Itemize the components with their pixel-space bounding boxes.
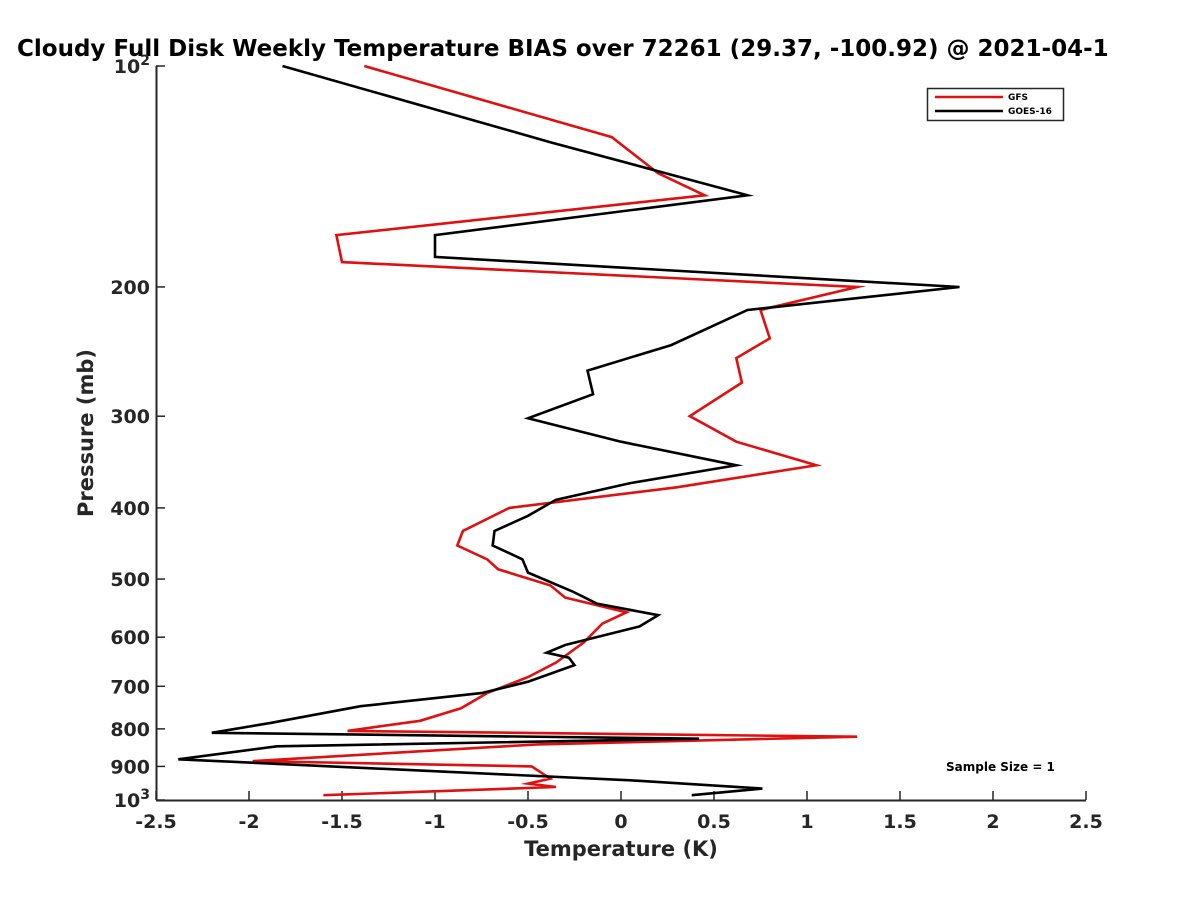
y-tick-label: 900 bbox=[110, 756, 150, 778]
x-tick-label: -1.5 bbox=[321, 811, 363, 833]
y-tick-label: 700 bbox=[110, 676, 150, 698]
y-axis-ticks: 102 200 300 400 500 600 700 800 900 103 bbox=[110, 53, 165, 812]
y-axis-label: Pressure (mb) bbox=[74, 349, 98, 517]
y-tick-label: 400 bbox=[110, 498, 150, 520]
series-line-gfs bbox=[252, 64, 867, 797]
x-axis-label: Temperature (K) bbox=[524, 837, 718, 861]
x-tick-label: 1 bbox=[800, 811, 813, 833]
x-tick-label: -1 bbox=[424, 811, 445, 833]
chart-title: Cloudy Full Disk Weekly Temperature BIAS… bbox=[17, 36, 1109, 62]
y-tick-label: 102 bbox=[114, 53, 150, 78]
legend: GFS GOES-16 bbox=[926, 87, 1065, 122]
legend-label-gfs: GFS bbox=[1008, 93, 1028, 103]
y-tick-label: 103 bbox=[114, 787, 150, 812]
x-tick-label: 0 bbox=[614, 811, 627, 833]
series-line-goes-16 bbox=[178, 64, 960, 797]
series-lines bbox=[178, 64, 960, 797]
plot-area: -2.5 -2 -1.5 -1 -0.5 0 0.5 1 1.5 2 2.5 102 200 300 40… bbox=[110, 53, 1103, 833]
y-tick-label: 800 bbox=[110, 719, 150, 741]
sample-size-annotation: Sample Size = 1 bbox=[946, 760, 1055, 774]
legend-label-goes-16: GOES-16 bbox=[1008, 107, 1052, 117]
x-tick-label: 2 bbox=[986, 811, 999, 833]
legend-box bbox=[926, 87, 1065, 122]
x-tick-label: 2.5 bbox=[1069, 811, 1103, 833]
x-tick-label: 0.5 bbox=[697, 811, 731, 833]
y-tick-label: 500 bbox=[110, 569, 150, 591]
y-tick-label: 200 bbox=[110, 277, 150, 299]
x-axis-ticks: -2.5 -2 -1.5 -1 -0.5 0 0.5 1 1.5 2 2.5 bbox=[135, 791, 1103, 833]
y-tick-label: 600 bbox=[110, 627, 150, 649]
x-tick-label: -0.5 bbox=[507, 811, 549, 833]
x-tick-label: -2.5 bbox=[135, 811, 177, 833]
y-tick-label: 300 bbox=[110, 406, 150, 428]
x-tick-label: 1.5 bbox=[883, 811, 917, 833]
x-tick-label: -2 bbox=[238, 811, 259, 833]
